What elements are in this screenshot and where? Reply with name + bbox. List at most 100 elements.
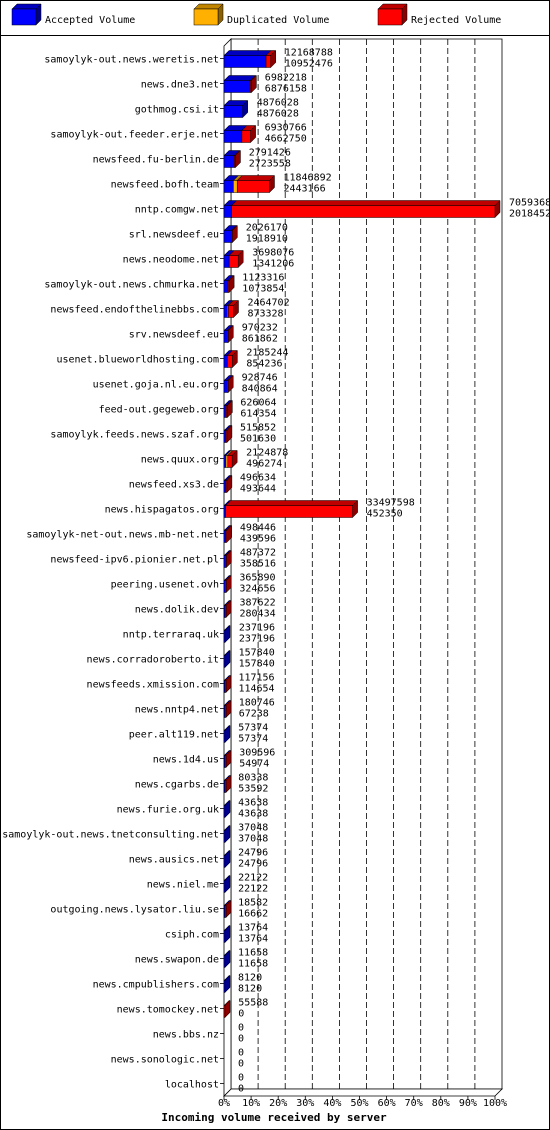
bar-segment-rejected bbox=[226, 374, 234, 394]
total-value-label: 22122 bbox=[238, 873, 268, 884]
accepted-value-label: 43638 bbox=[238, 809, 268, 820]
accepted-value-label: 0 bbox=[238, 1034, 244, 1045]
bar-segment-accepted-front bbox=[223, 430, 227, 443]
bar-segment-accepted bbox=[223, 99, 249, 119]
bar-segment-rejected-front bbox=[241, 130, 251, 143]
accepted-value-label: 24796 bbox=[238, 859, 268, 870]
accepted-value-label: 37048 bbox=[238, 834, 268, 845]
bar-segment-rejected-top bbox=[231, 200, 501, 206]
x-tick-label-6: 60% bbox=[378, 1098, 396, 1109]
bar-segment-accepted-front bbox=[223, 130, 243, 143]
bar-segment-rejected-front bbox=[228, 255, 239, 268]
bar-segment-accepted-front bbox=[223, 530, 226, 543]
bar-segment-rejected-front bbox=[226, 380, 229, 393]
x-tick-label-8: 80% bbox=[432, 1098, 450, 1109]
x-tick-label-7: 70% bbox=[405, 1098, 423, 1109]
bar-segment-rejected-front bbox=[224, 905, 227, 918]
category-label: news.cmpublishers.com bbox=[93, 980, 219, 991]
total-value-label: 928746 bbox=[242, 373, 278, 384]
category-label: nntp.comgw.net bbox=[135, 205, 219, 216]
accepted-value-label: 452350 bbox=[367, 509, 403, 520]
bar-segment-rejected-front bbox=[224, 780, 227, 793]
category-label: news.hispagatos.org bbox=[105, 505, 219, 516]
category-label: news.furie.org.uk bbox=[117, 805, 219, 816]
bar-segment-rejected bbox=[225, 399, 233, 419]
bar-segment-rejected bbox=[225, 499, 359, 519]
bar-segment-accepted-front bbox=[223, 655, 226, 668]
bar-segment-rejected bbox=[227, 274, 235, 294]
total-value-label: 37048 bbox=[238, 823, 268, 834]
total-value-label: 1123316 bbox=[242, 273, 284, 284]
category-label: outgoing.news.lysator.liu.se bbox=[50, 905, 219, 916]
total-value-label: 57374 bbox=[238, 723, 268, 734]
accepted-value-label: 4662750 bbox=[265, 134, 307, 145]
total-value-label: 496634 bbox=[240, 473, 276, 484]
accepted-value-label: 22122 bbox=[238, 884, 268, 895]
total-value-label: 309596 bbox=[239, 748, 275, 759]
total-value-label: 365890 bbox=[239, 573, 275, 584]
category-label: news.quux.org bbox=[141, 455, 219, 466]
accepted-value-label: 10952476 bbox=[285, 59, 333, 70]
floor bbox=[223, 1088, 503, 1097]
total-value-label: 237196 bbox=[239, 623, 275, 634]
bar-segment-accepted-front bbox=[223, 330, 228, 343]
category-label: newsfeed.endofthelinebbs.com bbox=[50, 305, 219, 316]
bar-segment-accepted-front bbox=[223, 305, 228, 318]
total-value-label: 70593686 bbox=[509, 198, 550, 209]
accepted-value-label: 1073854 bbox=[242, 284, 284, 295]
x-tick-label-4: 40% bbox=[323, 1098, 341, 1109]
category-label: news.sonologic.net bbox=[111, 1055, 219, 1066]
legend-swatch-1 bbox=[193, 3, 224, 26]
x-axis-label: Incoming volume received by server bbox=[161, 1111, 387, 1124]
total-value-label: 12168788 bbox=[285, 48, 333, 59]
bar-segment-accepted-front bbox=[223, 730, 226, 743]
category-label: news.corradoroberto.it bbox=[87, 655, 219, 666]
bar-segment-accepted-front bbox=[223, 930, 226, 943]
total-value-label: 33497598 bbox=[367, 498, 415, 509]
bar-segment-accepted bbox=[223, 799, 231, 819]
accepted-value-label: 2443166 bbox=[283, 184, 325, 195]
total-value-label: 157840 bbox=[239, 648, 275, 659]
bar-segment-rejected bbox=[223, 999, 231, 1019]
accepted-value-label: 0 bbox=[238, 1084, 244, 1095]
total-value-label: 626064 bbox=[240, 398, 276, 409]
bar-segment-rejected bbox=[228, 249, 244, 269]
category-label: news.1d4.us bbox=[153, 755, 219, 766]
accepted-value-label: 493644 bbox=[240, 484, 276, 495]
accepted-value-label: 496274 bbox=[246, 459, 282, 470]
accepted-value-label: 2018452 bbox=[509, 209, 550, 220]
category-label: news.tomockey.net bbox=[117, 1005, 219, 1016]
total-value-label: 2124878 bbox=[246, 448, 288, 459]
bar-segment-accepted-top bbox=[223, 50, 272, 56]
bar-segment-accepted-front bbox=[223, 405, 227, 418]
bar-segment-accepted-front bbox=[223, 80, 251, 93]
bar-segment-rejected-front bbox=[224, 680, 227, 693]
bar-segment-accepted bbox=[223, 649, 231, 669]
category-label: news.nntp4.net bbox=[135, 705, 219, 716]
accepted-value-label: 13764 bbox=[238, 934, 268, 945]
accepted-value-label: 67238 bbox=[239, 709, 269, 720]
accepted-value-label: 53592 bbox=[238, 784, 268, 795]
accepted-value-label: 1918910 bbox=[246, 234, 288, 245]
bar-segment-accepted-front bbox=[223, 180, 234, 193]
total-value-label: 11658 bbox=[238, 948, 268, 959]
bar-segment-rejected-front bbox=[224, 705, 227, 718]
bar-segment-rejected-front bbox=[223, 1005, 226, 1018]
bar-segment-rejected-front bbox=[226, 405, 228, 418]
bar-segment-rejected-front bbox=[227, 280, 230, 293]
category-label: news.niel.me bbox=[147, 880, 219, 891]
legend-swatch-2 bbox=[377, 3, 408, 26]
bar-segment-accepted-front bbox=[223, 880, 226, 893]
total-value-label: 117156 bbox=[238, 673, 274, 684]
legend-label-2: Rejected Volume bbox=[411, 15, 501, 26]
legend-swatch-0-front bbox=[11, 8, 37, 26]
category-label: localhost bbox=[165, 1080, 219, 1091]
bar-segment-accepted-front bbox=[223, 55, 267, 68]
bar-segment-rejected-front bbox=[227, 455, 233, 468]
bar-segment-accepted-front bbox=[223, 155, 235, 168]
category-label: news.dolik.dev bbox=[135, 605, 219, 616]
total-value-label: 2026170 bbox=[246, 223, 288, 234]
category-label: gothmog.csi.it bbox=[135, 105, 219, 116]
category-label: feed-out.gegeweb.org bbox=[99, 405, 219, 416]
x-tick-label-0: 0% bbox=[218, 1098, 230, 1109]
